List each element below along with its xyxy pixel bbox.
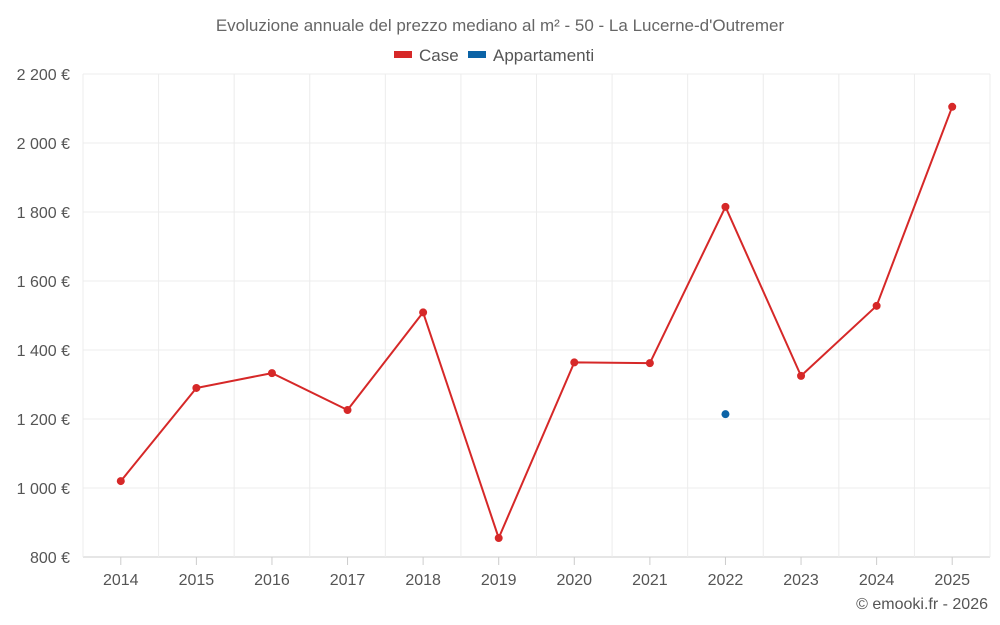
data-point-case-2016[interactable] [267, 369, 276, 378]
data-point-case-2014[interactable] [116, 477, 125, 486]
y-tick-label: 1 000 € [17, 481, 70, 498]
x-axis-labels: 2014 2015 2016 2017 2018 2019 2020 2021 2022 2023… [103, 572, 970, 589]
data-point-case-2020[interactable] [570, 358, 579, 367]
x-tick-label: 2017 [330, 572, 366, 589]
series-case [116, 102, 957, 543]
data-point-case-2018[interactable] [419, 308, 428, 317]
y-tick-label: 2 200 € [17, 67, 70, 84]
grid [82, 73, 991, 565]
x-tick-label: 2020 [556, 572, 592, 589]
data-point-case-2015[interactable] [192, 383, 201, 392]
x-tick-label: 2023 [783, 572, 819, 589]
x-tick-label: 2024 [859, 572, 895, 589]
data-point-case-2022[interactable] [721, 202, 730, 211]
data-point-case-2021[interactable] [645, 359, 654, 368]
y-axis-labels: 800 € 1 000 € 1 200 € 1 400 € 1 600 € 1 800 €… [17, 67, 70, 567]
x-tick-label: 2025 [934, 572, 970, 589]
legend-swatch-appartamenti [468, 51, 486, 58]
legend: Case Appartamenti [394, 46, 594, 65]
legend-label-appartamenti: Appartamenti [493, 46, 594, 65]
series-line-case [120, 106, 954, 539]
x-tick-label: 2016 [254, 572, 290, 589]
x-tick-label: 2022 [708, 572, 744, 589]
legend-label-case: Case [419, 46, 459, 65]
legend-item-case[interactable]: Case [394, 46, 459, 65]
x-tick-label: 2014 [103, 572, 139, 589]
y-tick-label: 1 400 € [17, 343, 70, 360]
y-tick-label: 2 000 € [17, 136, 70, 153]
series [116, 102, 957, 543]
data-point-case-2019[interactable] [494, 534, 503, 543]
series-appartamenti [721, 410, 730, 419]
y-tick-label: 800 € [30, 550, 70, 567]
x-tick-label: 2021 [632, 572, 668, 589]
y-tick-label: 1 800 € [17, 205, 70, 222]
x-tick-label: 2019 [481, 572, 517, 589]
x-tick-label: 2018 [405, 572, 441, 589]
data-point-appartamenti-2022[interactable] [721, 410, 730, 419]
credit: © emooki.fr - 2026 [856, 596, 988, 613]
y-tick-label: 1 200 € [17, 412, 70, 429]
data-point-case-2024[interactable] [872, 301, 881, 310]
legend-item-appartamenti[interactable]: Appartamenti [468, 46, 594, 65]
data-point-case-2023[interactable] [797, 371, 806, 380]
legend-swatch-case [394, 51, 412, 58]
data-point-case-2025[interactable] [948, 102, 957, 111]
data-point-case-2017[interactable] [343, 406, 352, 415]
x-tick-label: 2015 [179, 572, 215, 589]
chart-title: Evoluzione annuale del prezzo mediano al… [216, 16, 785, 35]
y-tick-label: 1 600 € [17, 274, 70, 291]
